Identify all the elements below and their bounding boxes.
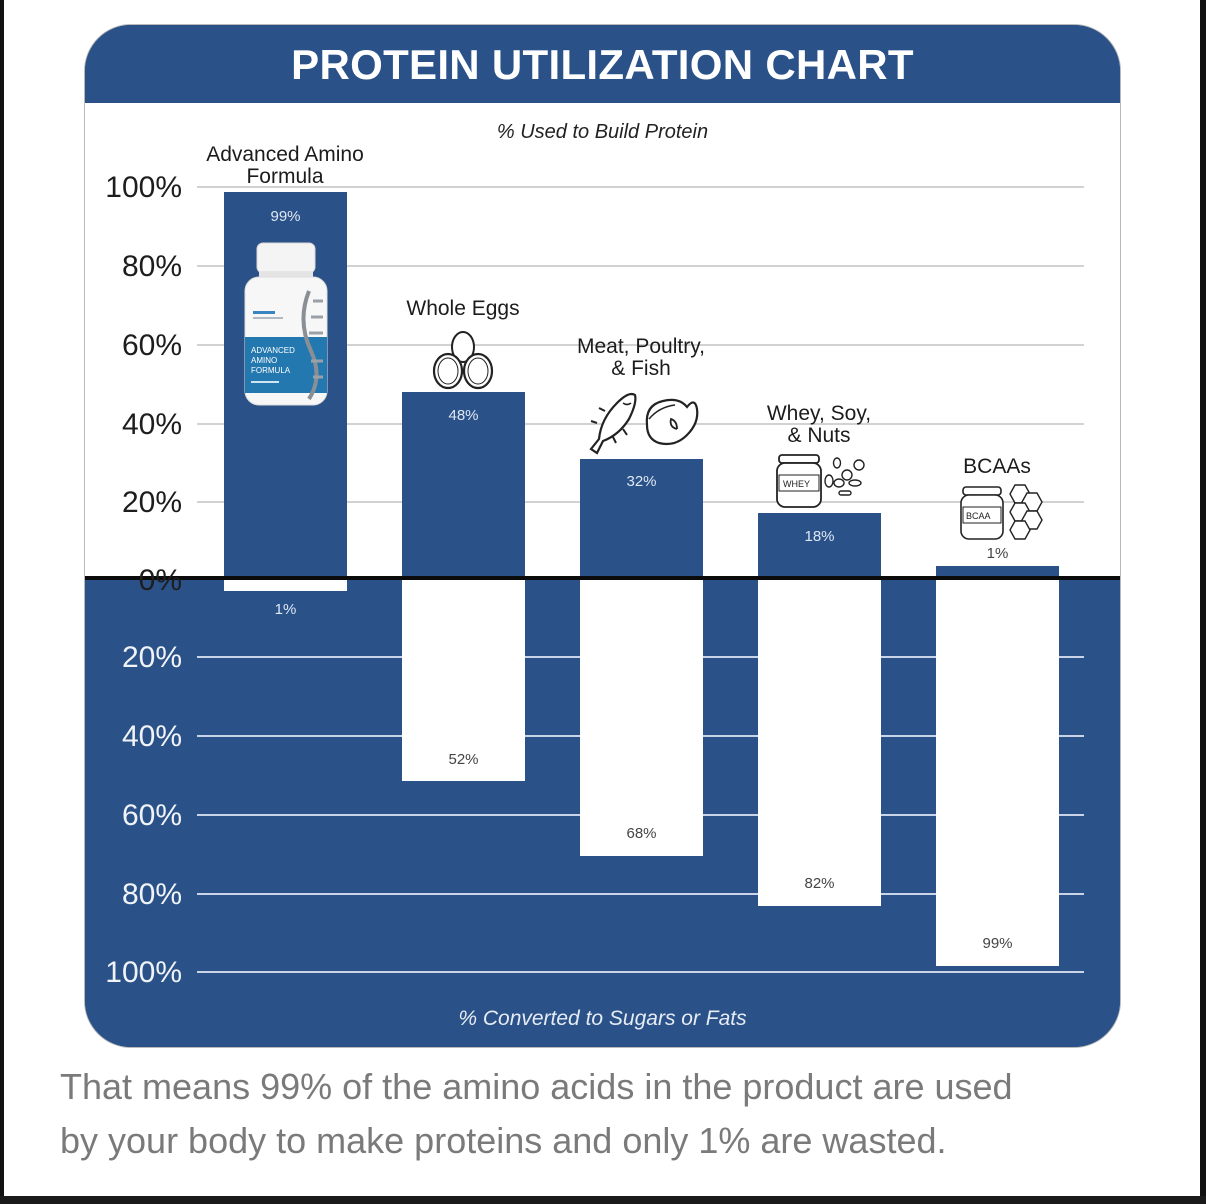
chart-title: PROTEIN UTILIZATION CHART — [85, 25, 1120, 103]
value-label-used-whole-eggs: 48% — [448, 407, 479, 424]
gridline-100-up — [197, 186, 1084, 188]
category-label-line1: Whey, Soy, — [766, 402, 872, 425]
value-label-wasted-advanced-amino: 1% — [274, 601, 297, 618]
gridline-60-up — [197, 344, 1084, 346]
value-label-wasted-whole-eggs: 52% — [448, 751, 479, 768]
ytick-60-up: 60% — [121, 329, 182, 362]
ytick-20-down: 20% — [121, 641, 182, 674]
bar-used-whey-soy-nuts — [758, 513, 881, 578]
ytick-40-up: 40% — [121, 408, 182, 441]
bcaa-jar-icon: BCAA — [960, 484, 1043, 540]
category-label-line1: Advanced Amino — [206, 143, 364, 166]
ytick-20-up: 20% — [121, 486, 182, 519]
bar-wasted-bcaas — [936, 580, 1059, 966]
ytick-100-down: 100% — [105, 956, 182, 989]
svg-text:FORMULA: FORMULA — [251, 366, 291, 375]
category-label-whole-eggs: Whole Eggs — [353, 298, 573, 320]
value-label-used-bcaas: 1% — [986, 545, 1009, 562]
category-label-advanced-amino: Advanced Amino Formula — [175, 144, 395, 188]
value-label-used-advanced-amino: 99% — [270, 208, 301, 225]
svg-text:WHEY: WHEY — [783, 479, 810, 489]
bar-used-meat-poultry-fish — [580, 459, 703, 578]
bar-wasted-advanced-amino — [224, 580, 347, 591]
whey-jar-nuts-icon: WHEY — [776, 454, 865, 508]
supplement-bottle-icon: ADVANCED AMINO FORMULA — [244, 242, 328, 406]
zero-baseline — [85, 576, 1120, 580]
left-border — [0, 0, 4, 1204]
bottom-border — [0, 1196, 1206, 1204]
eggs-icon — [432, 331, 494, 390]
svg-text:AMINO: AMINO — [251, 356, 277, 365]
value-label-wasted-bcaas: 99% — [982, 935, 1013, 952]
category-label-line2: & Nuts — [787, 424, 851, 447]
ytick-0: 0% — [138, 564, 182, 597]
caption-line-1: That means 99% of the amino acids in the… — [60, 1066, 1013, 1107]
category-label-line2: & Fish — [611, 357, 671, 380]
fish-chicken-icon — [589, 392, 699, 455]
value-label-wasted-whey-soy-nuts: 82% — [804, 875, 835, 892]
gridline-100-down — [197, 971, 1084, 973]
ytick-80-up: 80% — [121, 250, 182, 283]
category-label-line1: BCAAs — [963, 455, 1031, 478]
bar-used-bcaas — [936, 566, 1059, 578]
value-label-used-whey-soy-nuts: 18% — [804, 528, 835, 545]
category-label-whey-soy-nuts: Whey, Soy, & Nuts — [709, 403, 929, 447]
bar-wasted-whey-soy-nuts — [758, 580, 881, 906]
bar-used-whole-eggs — [402, 392, 525, 578]
category-label-line1: Meat, Poultry, — [577, 335, 705, 358]
category-label-meat-poultry-fish: Meat, Poultry, & Fish — [531, 336, 751, 380]
gridline-80-up — [197, 265, 1084, 267]
right-border — [1200, 0, 1206, 1204]
category-label-line1: Whole Eggs — [406, 297, 520, 320]
chart-card: PROTEIN UTILIZATION CHART % Used to Buil… — [85, 25, 1120, 1047]
ytick-80-down: 80% — [121, 878, 182, 911]
caption-line-2: by your body to make proteins and only 1… — [60, 1120, 947, 1161]
ytick-60-down: 60% — [121, 799, 182, 832]
top-axis-label: % Used to Build Protein — [496, 121, 709, 143]
value-label-used-meat-poultry-fish: 32% — [626, 473, 657, 490]
caption-text: That means 99% of the amino acids in the… — [60, 1060, 1180, 1168]
gridline-80-down — [197, 893, 1084, 895]
value-label-wasted-meat-poultry-fish: 68% — [626, 825, 657, 842]
gridline-40-up — [197, 423, 1084, 425]
bar-wasted-meat-poultry-fish — [580, 580, 703, 856]
svg-text:BCAA: BCAA — [966, 511, 991, 521]
svg-text:ADVANCED: ADVANCED — [251, 346, 295, 355]
bottom-axis-label: % Converted to Sugars or Fats — [458, 1007, 747, 1030]
bar-wasted-whole-eggs — [402, 580, 525, 781]
category-label-line2: Formula — [246, 165, 324, 188]
category-label-bcaas: BCAAs — [887, 456, 1107, 478]
ytick-40-down: 40% — [121, 720, 182, 753]
ytick-100-up: 100% — [105, 171, 182, 204]
